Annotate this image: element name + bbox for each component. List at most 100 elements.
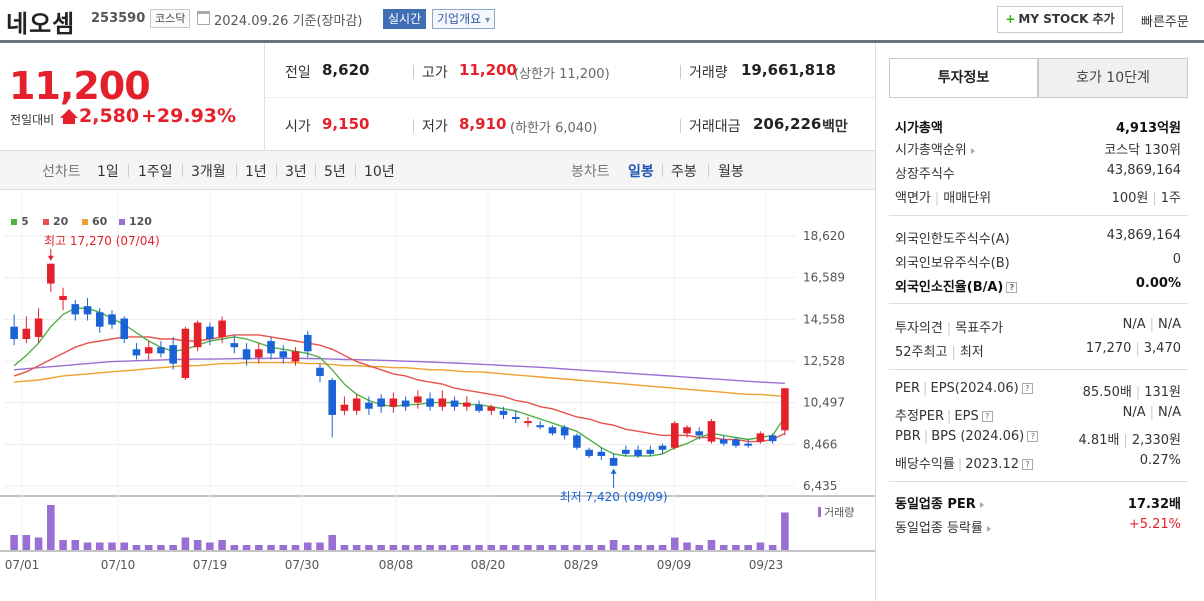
ma120-line <box>14 357 785 384</box>
volume-bar <box>291 545 300 550</box>
change-separator <box>131 108 132 124</box>
candle-body <box>157 347 165 354</box>
value-separator: | <box>1123 433 1128 448</box>
period-3y[interactable]: 3년 <box>285 164 307 180</box>
x-tick-label: 08/20 <box>471 558 506 572</box>
w52-high-label: 52주최고 <box>895 345 948 360</box>
period-bar <box>0 150 875 190</box>
per-eps-value: 85.50배 | 131원 <box>1083 381 1181 400</box>
foreign-hold-value: 0 <box>1172 252 1181 267</box>
target-value: N/A <box>1158 317 1181 332</box>
price-chart[interactable]: 18,620 16,589 14,558 12,528 10,497 8,466 6,435… <box>0 191 875 601</box>
quote-row-divider <box>265 97 875 98</box>
volume-bar <box>744 545 752 550</box>
volume-bar <box>242 545 251 550</box>
x-tick-label: 07/30 <box>285 558 320 572</box>
company-overview-button[interactable]: 기업개요 ▾ <box>432 9 496 29</box>
period-5y[interactable]: 5년 <box>324 164 346 180</box>
dividend-name: 배당수익률 <box>895 457 955 472</box>
tab-invest-info[interactable]: 투자정보 <box>889 58 1038 98</box>
candle-body <box>536 425 544 428</box>
candle-body <box>120 318 129 339</box>
help-icon[interactable]: ? <box>981 411 993 422</box>
help-icon[interactable]: ? <box>1021 383 1033 394</box>
candle-body <box>377 398 385 407</box>
volume-bar <box>683 542 691 550</box>
bps-label: BPS (2024.06) <box>931 429 1025 444</box>
volume-bar <box>34 537 43 550</box>
w52-low-value: 3,470 <box>1143 341 1181 356</box>
candle-body <box>756 433 765 442</box>
value-separator: | <box>1149 405 1154 420</box>
upper-limit: (상한가 11,200) <box>514 67 610 82</box>
volume-bar <box>719 545 728 550</box>
volume-bar <box>634 545 642 550</box>
per-value: 85.50배 <box>1082 385 1132 400</box>
quick-order-link[interactable]: 빠른주문 <box>1141 15 1189 30</box>
volume-bar <box>475 545 483 550</box>
help-icon[interactable]: ? <box>1021 459 1033 470</box>
candle-body <box>47 263 55 284</box>
candle-body <box>646 449 655 454</box>
candle-body <box>108 314 116 325</box>
plus-icon: + <box>1005 12 1016 26</box>
period-weekly[interactable]: 주봉 <box>671 164 697 180</box>
foreign-limit-label: 외국인한도주식수(A) <box>895 232 1010 247</box>
high-label: 고가 <box>422 65 448 81</box>
candle-body <box>597 451 606 456</box>
open-value: 9,150 <box>322 115 370 133</box>
listed-shares-label: 상장주식수 <box>895 167 955 182</box>
add-mystock-button[interactable]: + MY STOCK 추가 <box>997 6 1123 33</box>
period-3m[interactable]: 3개월 <box>191 164 226 180</box>
period-10y[interactable]: 10년 <box>364 164 395 180</box>
candle-body <box>768 435 777 442</box>
period-monthly[interactable]: 월봉 <box>718 164 744 180</box>
sector-per-link[interactable]: 동일업종 PER <box>895 493 984 512</box>
candle-body <box>316 367 324 376</box>
x-tick-label: 08/29 <box>564 558 599 572</box>
w52-high-value: 17,270 <box>1085 341 1132 356</box>
candle-body <box>548 427 557 434</box>
sector-per-label: 동일업종 PER <box>895 497 976 512</box>
realtime-button[interactable]: 실시간 <box>383 9 427 29</box>
candle-body <box>132 349 141 356</box>
volume-bar <box>450 545 459 550</box>
volume-bar <box>22 535 31 550</box>
volume-bar <box>10 535 18 550</box>
w52-label: 52주최고 | 최저 <box>895 341 984 360</box>
est-per-name: 추정PER <box>895 409 945 424</box>
volume-bar <box>279 545 288 550</box>
volume-bar <box>365 545 373 550</box>
help-icon[interactable]: ? <box>1006 282 1018 293</box>
label-separator: | <box>923 381 928 396</box>
period-daily[interactable]: 일봉 <box>628 164 654 180</box>
market-cap-rank[interactable]: 시가총액순위 <box>895 139 975 158</box>
help-icon[interactable]: ? <box>1027 431 1039 442</box>
volume-bar <box>120 542 129 550</box>
legend-ma60-swatch <box>82 219 88 225</box>
candle-body <box>59 295 67 301</box>
period-1w[interactable]: 1주일 <box>138 164 173 180</box>
value-separator: | <box>1135 341 1140 356</box>
candle-body <box>475 404 483 411</box>
volume-bar <box>59 540 67 550</box>
candle-body <box>95 312 104 327</box>
trade-amount-label: 거래대금 <box>689 119 741 135</box>
period-separator <box>355 164 356 177</box>
tab-orderbook[interactable]: 호가 10단계 <box>1038 58 1188 98</box>
volume-bar <box>732 545 740 550</box>
est-per: N/A <box>1122 405 1146 420</box>
period-1y[interactable]: 1년 <box>245 164 267 180</box>
x-tick-label: 07/01 <box>5 558 40 572</box>
legend-ma60: 60 <box>92 215 108 228</box>
opinion-target-label: 투자의견 | 목표주가 <box>895 317 1003 336</box>
tab-underline <box>889 97 1188 98</box>
sector-change-link[interactable]: 동일업종 등락률 <box>895 517 991 536</box>
candle-body <box>303 334 312 352</box>
period-1d[interactable]: 1일 <box>97 164 119 180</box>
price-panel <box>0 43 265 150</box>
up-arrow-icon <box>60 109 78 118</box>
w52-low-label: 최저 <box>959 345 984 360</box>
period-separator <box>662 164 663 177</box>
value-separator: | <box>1149 317 1154 332</box>
